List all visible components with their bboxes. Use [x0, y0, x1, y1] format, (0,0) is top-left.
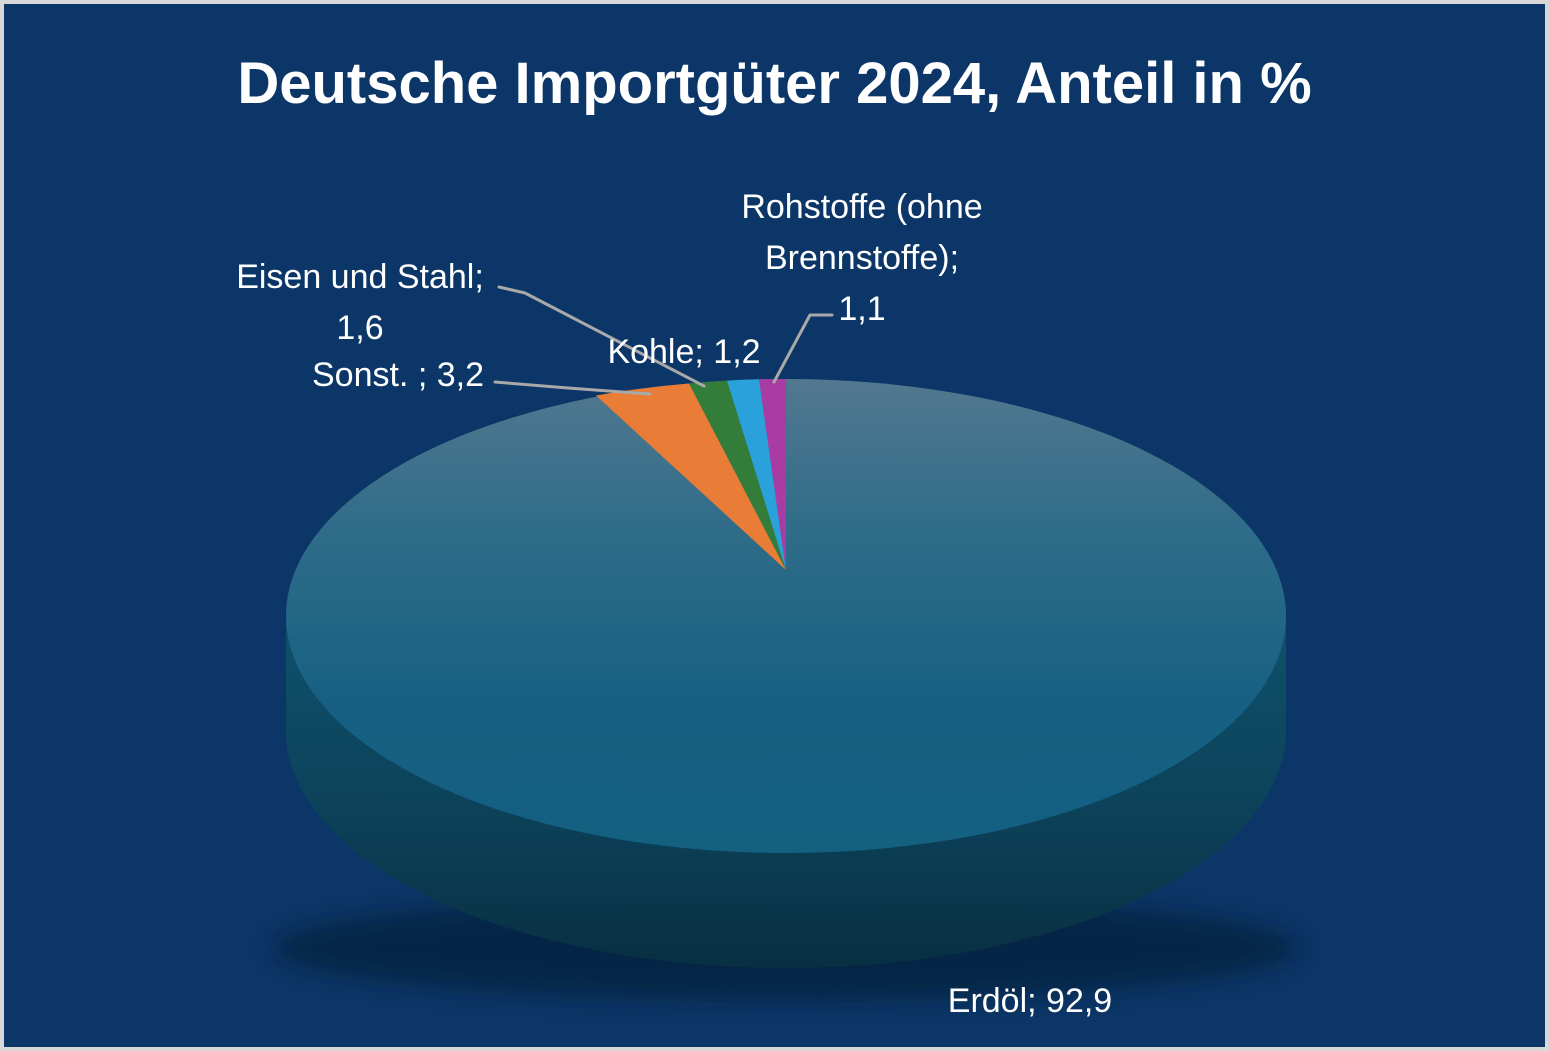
pie-slice-kohle [727, 379, 786, 570]
data-label-rohstoffe-line2: Brennstoffe); [764, 239, 960, 277]
pie-chart-canvas [4, 4, 1545, 1047]
pie-slice-erdoel [286, 379, 1286, 853]
pie-slice-eisen-und-stahl [689, 380, 786, 570]
data-label-eisen-und-stahl: Eisen und Stahl; 1,6 [236, 252, 484, 354]
data-label-eisen-line1: Eisen und Stahl; [236, 258, 484, 296]
leader-line-rohstoffe [772, 313, 834, 384]
leader-line-eisen-und-stahl [497, 285, 706, 388]
chart-title: Deutsche Importgüter 2024, Anteil in % [237, 51, 1312, 116]
data-label-eisen-line2: 1,6 [336, 309, 384, 347]
pie-side-wall [286, 616, 1286, 968]
pie-slice-sonstige [596, 383, 786, 570]
data-label-kohle: Kohle; 1,2 [607, 333, 761, 371]
data-label-sonstige: Sonst. ; 3,2 [312, 356, 484, 394]
data-label-rohstoffe: Rohstoffe (ohne Brennstoffe); 1,1 [741, 182, 982, 335]
data-label-rohstoffe-line1: Rohstoffe (ohne [741, 188, 983, 226]
pie-slice-rohstoffe [759, 378, 786, 570]
leader-line-sonstige [493, 380, 652, 396]
data-label-erdoel: Erdöl; 92,9 [947, 982, 1113, 1020]
data-label-rohstoffe-line3: 1,1 [838, 290, 886, 328]
